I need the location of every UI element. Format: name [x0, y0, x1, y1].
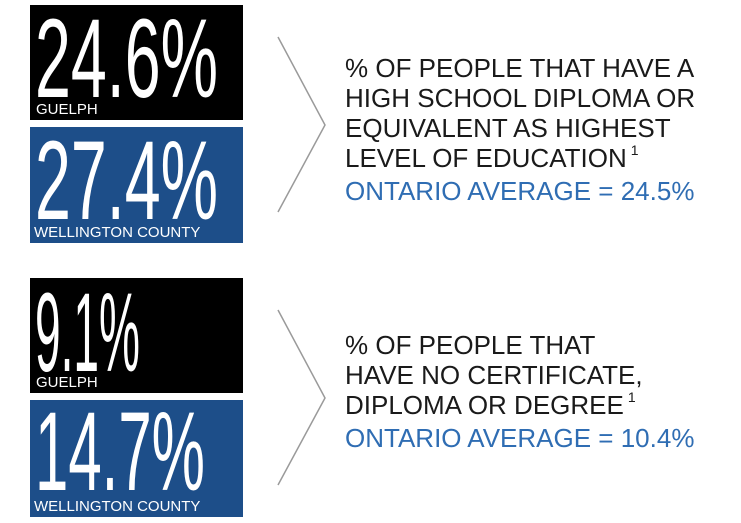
description-line: DIPLOMA OR DEGREE	[345, 390, 624, 420]
stat-region: GUELPH	[36, 374, 98, 391]
footnote: 1	[628, 389, 636, 405]
stat-box	[30, 5, 243, 120]
stat-region: GUELPH	[36, 101, 98, 118]
ontario-average: ONTARIO AVERAGE = 24.5%	[345, 176, 694, 206]
description-line: HIGH SCHOOL DIPLOMA OR	[345, 83, 695, 113]
description-line: LEVEL OF EDUCATION	[345, 143, 627, 173]
stat-box	[30, 127, 243, 243]
stat-box	[30, 400, 243, 517]
stat-value: 27.4%	[35, 118, 218, 243]
stat-box	[30, 278, 243, 393]
stat-region: WELLINGTON COUNTY	[34, 498, 200, 515]
description-line: EQUIVALENT AS HIGHEST	[345, 113, 671, 143]
chevron	[277, 36, 326, 213]
stat-value: 14.7%	[35, 389, 205, 514]
stat-region: WELLINGTON COUNTY	[34, 224, 200, 241]
footnote: 1	[631, 142, 639, 158]
stat-value: 24.6%	[35, 0, 218, 121]
chevron	[277, 309, 326, 486]
description-line: HAVE NO CERTIFICATE,	[345, 360, 643, 390]
stat-value: 9.1%	[35, 270, 140, 395]
description-line: % OF PEOPLE THAT HAVE A	[345, 53, 695, 83]
description-line: % OF PEOPLE THAT	[345, 330, 596, 360]
ontario-average: ONTARIO AVERAGE = 10.4%	[345, 423, 694, 453]
